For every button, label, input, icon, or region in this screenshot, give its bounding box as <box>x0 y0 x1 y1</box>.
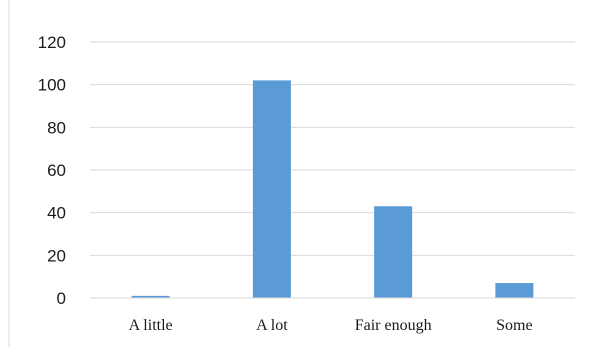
x-tick-label: A little <box>129 317 173 334</box>
gridlines <box>90 41 575 256</box>
y-tick-label: 60 <box>47 161 66 180</box>
y-tick-label: 100 <box>38 76 66 95</box>
bar-fair-enough <box>374 206 413 298</box>
bar-some <box>495 283 534 298</box>
y-tick-label: 20 <box>47 246 66 265</box>
x-tick-label: Some <box>496 317 532 334</box>
x-tick-label: A lot <box>256 317 288 334</box>
x-tick-label: Fair enough <box>355 317 432 334</box>
bar-a-little <box>131 295 170 298</box>
y-tick-label: 40 <box>47 204 66 223</box>
bars <box>131 80 534 299</box>
bar-a-lot <box>252 80 291 299</box>
y-tick-label: 120 <box>38 33 66 52</box>
y-tick-label: 80 <box>47 118 66 137</box>
y-tick-label: 0 <box>57 289 66 308</box>
tick-labels: 0 20 40 60 80 100 120 A little A lot Fair enough S… <box>38 33 533 334</box>
